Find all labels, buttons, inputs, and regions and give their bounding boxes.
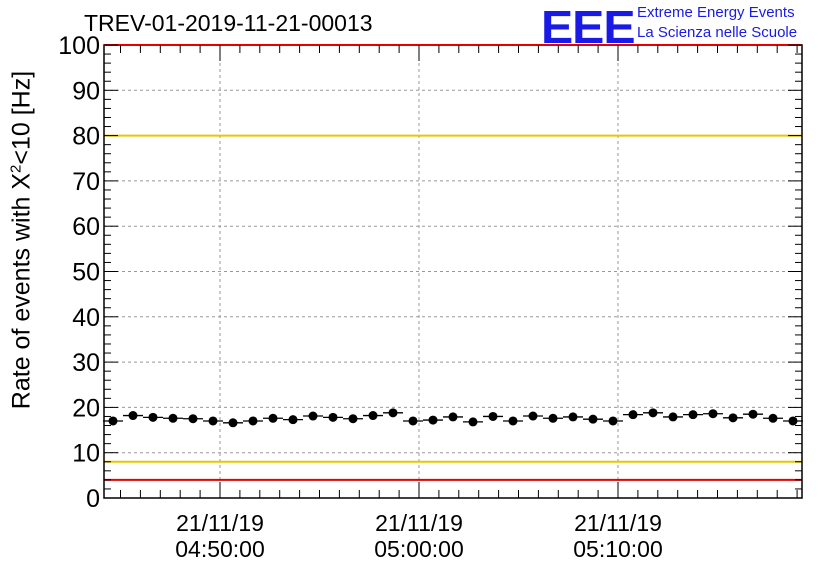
data-point: [748, 409, 758, 419]
x-tick-label-time: 05:00:00: [374, 536, 464, 562]
data-point: [788, 416, 798, 426]
data-point: [348, 414, 358, 424]
data-point: [488, 411, 498, 421]
y-tick-labels: 0 10 20 30 40 50 60 70 80 90 100: [58, 32, 100, 513]
data-point: [388, 408, 398, 418]
data-point: [148, 412, 158, 422]
data-point: [328, 412, 338, 422]
data-point: [708, 409, 718, 419]
chart-title: TREV-01-2019-11-21-00013: [84, 10, 373, 36]
data-point: [588, 414, 598, 424]
y-axis-label-sup: 2: [7, 164, 25, 173]
y-tick-label: 60: [72, 213, 100, 241]
y-axis-label-tail: <10 [Hz]: [7, 70, 36, 165]
data-point: [508, 416, 518, 426]
data-point: [548, 413, 558, 423]
logo-line-2: La Scienza nelle Scuole: [637, 24, 798, 41]
x-tick-labels: 21/11/1904:50:0021/11/1905:00:0021/11/19…: [175, 510, 663, 562]
data-point: [168, 413, 178, 423]
y-tick-label: 20: [72, 394, 100, 422]
eee-logo: EEE: [541, 1, 636, 53]
data-point: [648, 408, 658, 418]
data-point: [308, 411, 318, 421]
y-axis-label: Rate of events with X2<10 [Hz]: [7, 71, 36, 409]
data-point: [428, 415, 438, 425]
data-point: [228, 418, 238, 428]
data-points: [103, 408, 803, 428]
data-point: [728, 413, 738, 423]
grid-lines: [104, 45, 802, 498]
data-point: [668, 412, 678, 422]
y-tick-label: 80: [72, 123, 100, 151]
data-point: [288, 415, 298, 425]
data-point: [768, 413, 778, 423]
data-point: [628, 410, 638, 420]
y-tick-label: 30: [72, 349, 100, 377]
y-tick-label: 40: [72, 304, 100, 332]
y-tick-label: 100: [58, 32, 100, 60]
data-point: [208, 416, 218, 426]
y-tick-label: 90: [72, 77, 100, 105]
data-point: [188, 414, 198, 424]
x-tick-label-date: 21/11/19: [176, 510, 264, 536]
x-tick-label-time: 05:10:00: [573, 536, 663, 562]
reference-lines: [104, 134, 802, 481]
y-tick-label: 0: [86, 485, 100, 513]
data-point: [468, 417, 478, 427]
y-tick-label: 10: [72, 440, 100, 468]
x-tick-label-time: 04:50:00: [175, 536, 265, 562]
data-point: [408, 416, 418, 426]
data-point: [268, 413, 278, 423]
data-point: [128, 411, 138, 421]
data-point: [368, 411, 378, 421]
data-point: [608, 416, 618, 426]
data-point: [688, 410, 698, 420]
y-tick-label: 70: [72, 168, 100, 196]
data-point: [448, 412, 458, 422]
y-axis-label-main: Rate of events with X: [7, 172, 36, 410]
logo-line-1: Extreme Energy Events: [637, 4, 795, 21]
x-tick-label-date: 21/11/19: [574, 510, 662, 536]
data-point: [568, 412, 578, 422]
data-point: [248, 416, 258, 426]
data-point: [528, 411, 538, 421]
axes: [103, 44, 803, 499]
data-point: [108, 416, 118, 426]
x-tick-label-date: 21/11/19: [375, 510, 463, 536]
y-tick-label: 50: [72, 259, 100, 287]
